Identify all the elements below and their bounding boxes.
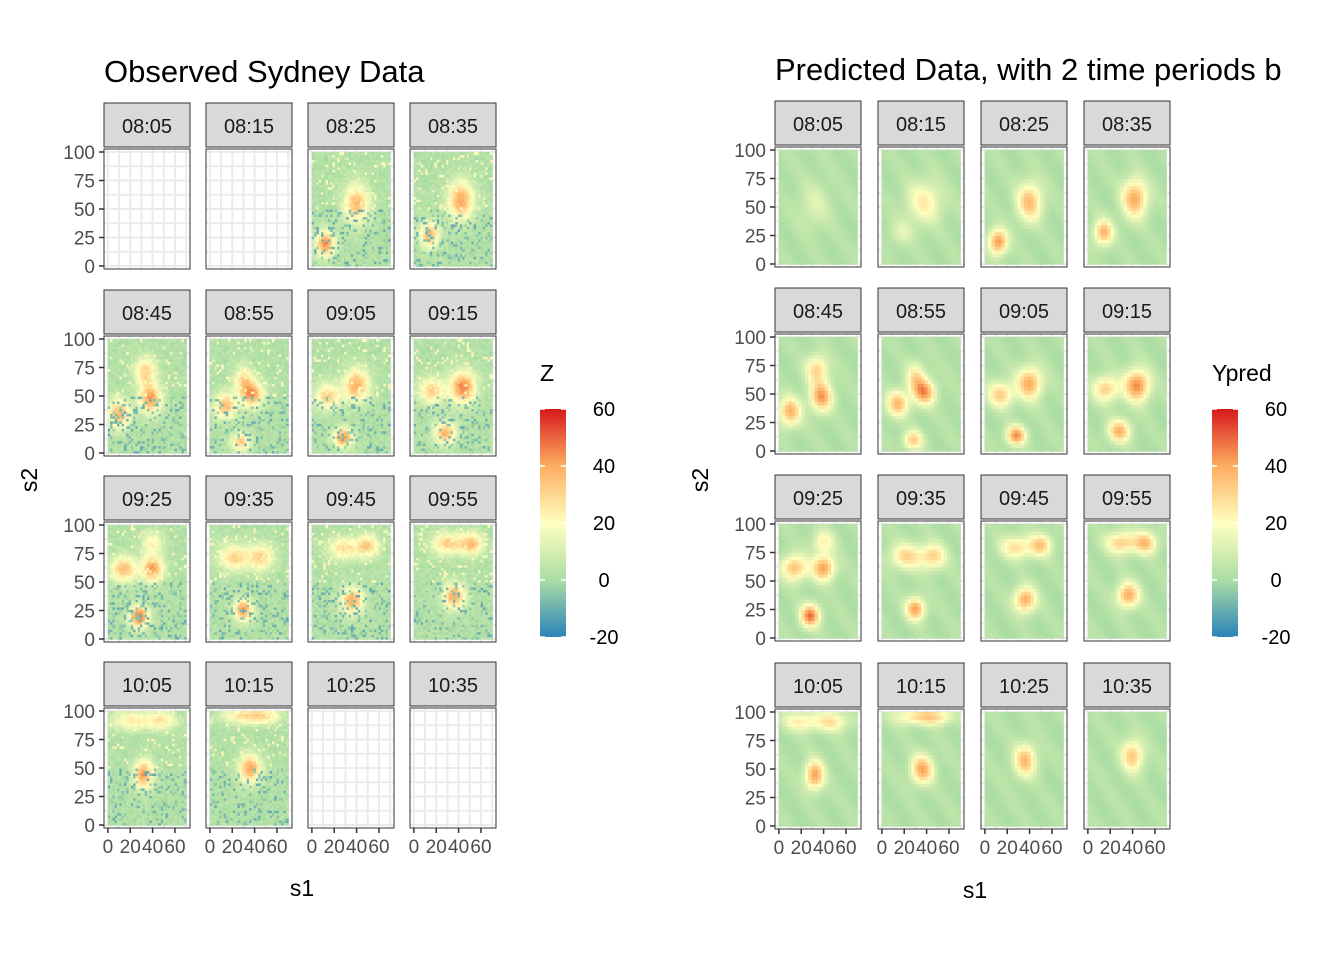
y-tick-label: 100	[63, 143, 95, 164]
facet-panel: 08:15	[206, 103, 292, 269]
facet-label: 08:45	[122, 303, 172, 325]
y-tick-label: 75	[74, 172, 95, 193]
facet-label: 08:15	[224, 116, 274, 138]
facet-panel: 08:05 0 25 50 75 100	[63, 103, 190, 278]
heat-cell	[388, 152, 391, 155]
heat-cell	[490, 152, 493, 155]
y-tick-label: 0	[84, 257, 95, 278]
facet-label: 08:35	[428, 116, 478, 138]
y-tick-label: 50	[74, 200, 95, 221]
y-tick-label: 25	[74, 229, 95, 250]
facet-panel: 08:35	[410, 103, 496, 269]
facet-label: 08:25	[326, 116, 376, 138]
observed-plot: Observed Sydney Data 08:05 0 25 50 75 100 08:15…	[16, 54, 618, 901]
facet-panel: 08:25	[308, 103, 394, 269]
facet-label: 08:05	[122, 116, 172, 138]
plot-title: Observed Sydney Data	[104, 54, 425, 89]
facet-panel: 08:450255075100	[63, 290, 190, 465]
